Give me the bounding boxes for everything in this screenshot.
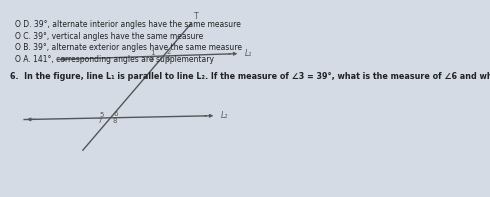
Text: 5: 5 [100, 112, 104, 118]
Text: O A. 141°, corresponding angles are supplementary: O A. 141°, corresponding angles are supp… [15, 55, 214, 64]
Text: T: T [194, 12, 198, 21]
Text: 3: 3 [149, 56, 154, 62]
Text: O B. 39°, alternate exterior angles have the same measure: O B. 39°, alternate exterior angles have… [15, 44, 242, 52]
Text: L₁: L₁ [245, 49, 252, 58]
Text: 1: 1 [150, 50, 155, 57]
Text: 8: 8 [113, 118, 117, 124]
Text: 7: 7 [98, 118, 102, 124]
Text: 6.  In the figure, line L₁ is parallel to line L₂. If the measure of ∠3 = 39°, w: 6. In the figure, line L₁ is parallel to… [10, 72, 490, 81]
Text: O C. 39°, vertical angles have the same measure: O C. 39°, vertical angles have the same … [15, 32, 203, 41]
Text: 2: 2 [167, 49, 171, 55]
Text: 4: 4 [166, 56, 170, 62]
Text: 6: 6 [114, 111, 118, 117]
Text: O D. 39°, alternate interior angles have the same measure: O D. 39°, alternate interior angles have… [15, 20, 241, 29]
Text: L₂: L₂ [221, 111, 228, 120]
